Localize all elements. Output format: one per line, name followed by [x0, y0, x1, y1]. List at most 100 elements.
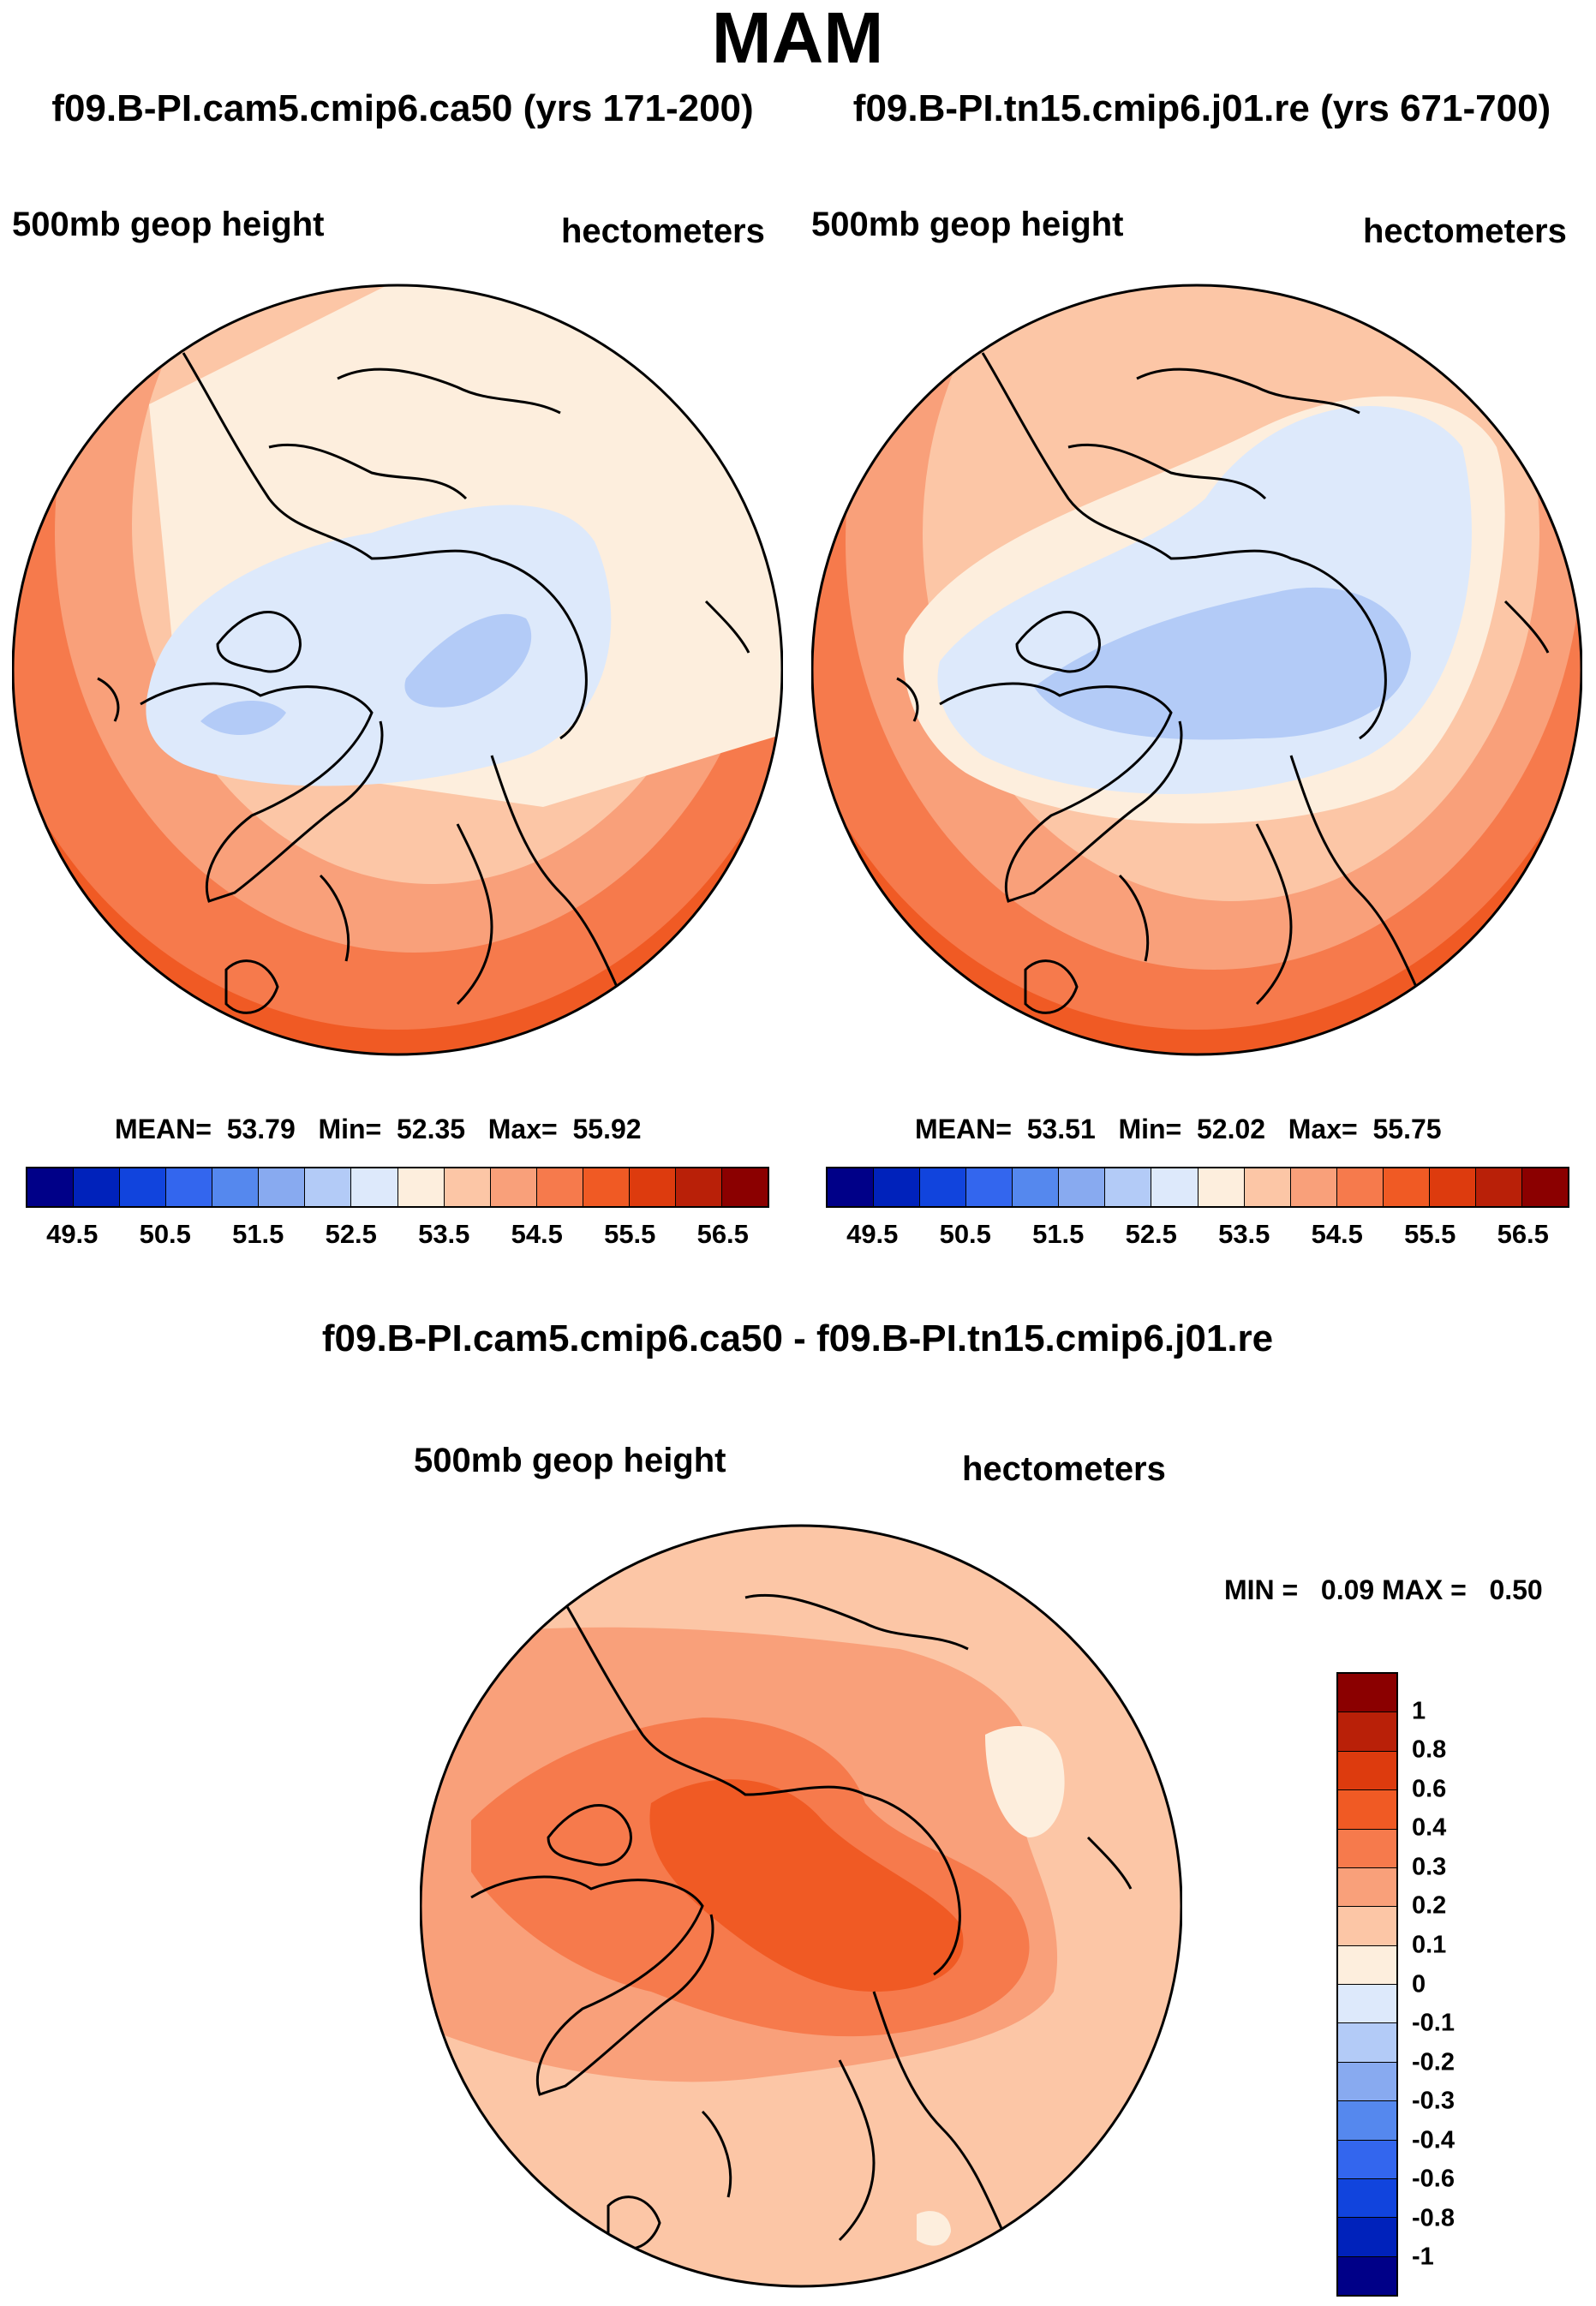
colorbar-tick-label: 0.6 — [1412, 1775, 1447, 1803]
colorbar-tick-label: 0.2 — [1412, 1891, 1447, 1920]
colorbar-box — [259, 1168, 306, 1206]
colorbar-box — [1338, 2101, 1396, 2141]
colorbar-box — [1338, 2178, 1396, 2219]
colorbar-box — [166, 1168, 213, 1206]
colorbar-box — [1338, 1907, 1396, 1946]
diff-variable-label: 500mb geop height — [414, 1442, 726, 1479]
colorbar-tick-label: 0.4 — [1412, 1813, 1447, 1842]
colorbar-box — [1013, 1168, 1060, 1206]
colorbar-tick-label: 55.5 — [1404, 1219, 1456, 1249]
colorbar-box — [1059, 1168, 1106, 1206]
season-title: MAM — [711, 0, 884, 78]
colorbar-box — [1338, 1867, 1396, 1908]
colorbar-tick-label: 52.5 — [1125, 1219, 1177, 1249]
colorbar-box — [675, 1168, 722, 1206]
colorbar-tick-label: 0 — [1412, 1970, 1426, 1998]
colorbar-tick-label: -0.4 — [1412, 2126, 1455, 2154]
colorbar-box — [1338, 1674, 1396, 1713]
colorbar-tick-label: 53.5 — [1218, 1219, 1270, 1249]
colorbar-tick-label: 50.5 — [939, 1219, 991, 1249]
colorbar-tick-label: 51.5 — [232, 1219, 284, 1249]
colorbar-tick-label: 52.5 — [325, 1219, 377, 1249]
left-colorbar — [26, 1167, 769, 1208]
colorbar-box — [1383, 1168, 1430, 1206]
diff-stats: MIN = 0.09 MAX = 0.50 — [1224, 1574, 1543, 1605]
colorbar-box — [1429, 1168, 1476, 1206]
colorbar-box — [444, 1168, 491, 1206]
colorbar-box — [1151, 1168, 1198, 1206]
coastline-outlines — [97, 352, 750, 1014]
colorbar-tick-label: -0.2 — [1412, 2048, 1455, 2076]
colorbar-tick-label: 49.5 — [46, 1219, 99, 1249]
colorbar-box — [536, 1168, 583, 1206]
colorbar-box — [1105, 1168, 1152, 1206]
left-units-label: hectometers — [561, 212, 765, 250]
colorbar-tick-label: -0.6 — [1412, 2165, 1455, 2193]
difference-map — [420, 1524, 1182, 2288]
colorbar-box — [490, 1168, 537, 1206]
colorbar-tick-label: 53.5 — [418, 1219, 470, 1249]
colorbar-tick-label: 55.5 — [604, 1219, 656, 1249]
colorbar-box — [351, 1168, 398, 1206]
right-variable-label: 500mb geop height — [811, 206, 1124, 243]
colorbar-box — [1290, 1168, 1337, 1206]
right-panel-title: f09.B-PI.tn15.cmip6.j01.re (yrs 671-700) — [852, 87, 1551, 129]
colorbar-tick-label: -1 — [1412, 2243, 1434, 2271]
colorbar-box — [1338, 1712, 1396, 1752]
right-stats: MEAN= 53.51 Min= 52.02 Max= 55.75 — [915, 1114, 1442, 1144]
colorbar-box — [629, 1168, 676, 1206]
colorbar-box — [966, 1168, 1013, 1206]
colorbar-tick-label: 0.8 — [1412, 1735, 1447, 1764]
colorbar-box — [1338, 1751, 1396, 1791]
diff-units-label: hectometers — [962, 1450, 1166, 1488]
right-map — [811, 284, 1582, 1056]
colorbar-box — [721, 1168, 768, 1206]
colorbar-tick-label: 54.5 — [1311, 1219, 1363, 1249]
colorbar-tick-label: 49.5 — [846, 1219, 899, 1249]
colorbar-box — [1475, 1168, 1522, 1206]
colorbar-box — [583, 1168, 630, 1206]
colorbar-box — [120, 1168, 167, 1206]
colorbar-tick-label: -0.8 — [1412, 2204, 1455, 2232]
colorbar-box — [1244, 1168, 1291, 1206]
colorbar-box — [1338, 1790, 1396, 1830]
diff-colorbar — [1336, 1672, 1398, 2297]
colorbar-box — [828, 1168, 875, 1206]
colorbar-tick-label: 56.5 — [1497, 1219, 1549, 1249]
colorbar-box — [305, 1168, 352, 1206]
colorbar-tick-label: 0.3 — [1412, 1853, 1447, 1881]
colorbar-tick-label: -0.1 — [1412, 2009, 1455, 2037]
colorbar-tick-label: 51.5 — [1032, 1219, 1085, 1249]
coastline-outlines — [896, 352, 1550, 1014]
colorbar-tick-label: 1 — [1412, 1697, 1426, 1725]
colorbar-box — [1338, 1985, 1396, 2024]
colorbar-tick-label: 56.5 — [696, 1219, 749, 1249]
colorbar-box — [398, 1168, 445, 1206]
colorbar-box — [1521, 1168, 1568, 1206]
colorbar-box — [920, 1168, 967, 1206]
left-variable-label: 500mb geop height — [12, 206, 325, 243]
colorbar-box — [1338, 2256, 1396, 2295]
right-colorbar — [826, 1167, 1569, 1208]
colorbar-tick-label: 54.5 — [511, 1219, 563, 1249]
colorbar-box — [1338, 2062, 1396, 2102]
left-stats: MEAN= 53.79 Min= 52.35 Max= 55.92 — [115, 1114, 642, 1144]
colorbar-box — [874, 1168, 921, 1206]
colorbar-box — [27, 1168, 75, 1206]
colorbar-box — [1338, 1945, 1396, 1985]
colorbar-box — [1338, 2023, 1396, 2063]
colorbar-tick-label: 0.1 — [1412, 1931, 1447, 1959]
colorbar-box — [74, 1168, 121, 1206]
colorbar-tick-label: 50.5 — [139, 1219, 191, 1249]
difference-title: f09.B-PI.cam5.cmip6.ca50 - f09.B-PI.tn15… — [321, 1317, 1274, 1359]
right-units-label: hectometers — [1363, 212, 1567, 250]
colorbar-box — [1336, 1168, 1384, 1206]
left-panel-title: f09.B-PI.cam5.cmip6.ca50 (yrs 171-200) — [51, 87, 754, 129]
colorbar-tick-label: -0.3 — [1412, 2087, 1455, 2115]
left-map — [12, 284, 783, 1056]
colorbar-box — [1338, 2140, 1396, 2179]
colorbar-box — [212, 1168, 260, 1206]
colorbar-box — [1198, 1168, 1245, 1206]
colorbar-box — [1338, 2218, 1396, 2257]
colorbar-box — [1338, 1829, 1396, 1868]
